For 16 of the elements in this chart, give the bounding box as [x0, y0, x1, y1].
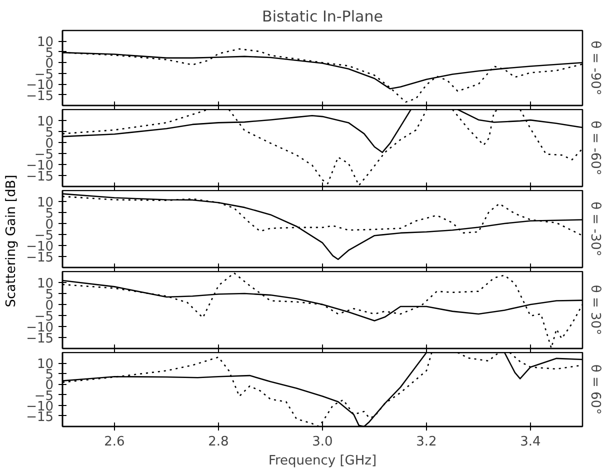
y-tick-label: −15	[26, 250, 54, 266]
y-tick-label: −15	[26, 170, 54, 184]
x-tick-label: 2.8	[208, 434, 229, 450]
y2-axis-title: θ = -30°	[588, 202, 602, 256]
y-tick-label: −15	[26, 332, 54, 346]
y2-axis-title: θ = 60°	[588, 364, 602, 415]
chart-title: Bistatic In-Plane	[262, 8, 383, 26]
x-tick-label: 3.2	[416, 434, 437, 450]
x-tick-label: 3.0	[312, 434, 333, 450]
y2-axis-title: θ = -60°	[588, 120, 602, 176]
x-tick-label: 3.4	[520, 434, 541, 450]
x-tick-label: 2.6	[104, 434, 125, 450]
y-axis-title: Scattering Gain [dB]	[4, 174, 19, 308]
y2-axis-title: θ = -90°	[588, 40, 602, 96]
y2-axis-title: θ = 30°	[588, 284, 602, 336]
x-axis-title: Frequency [GHz]	[268, 454, 377, 468]
